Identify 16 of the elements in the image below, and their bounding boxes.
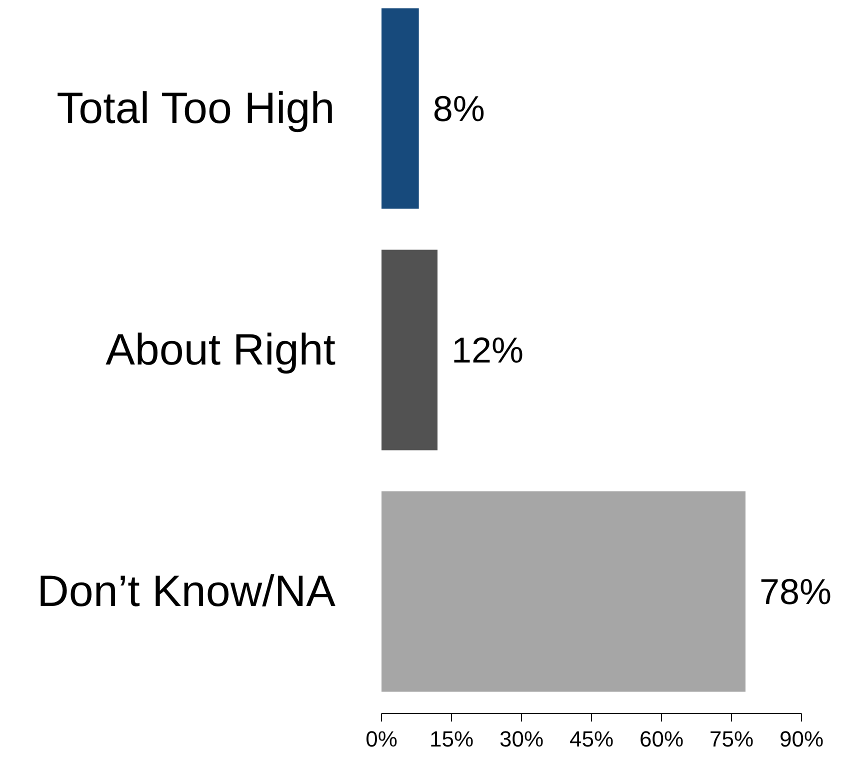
bar bbox=[382, 491, 746, 692]
y-tick-label: About Right bbox=[106, 325, 336, 374]
y-tick-label: Total Too High bbox=[56, 84, 335, 133]
x-tick-label: 45% bbox=[569, 726, 614, 752]
bar bbox=[382, 250, 438, 450]
y-tick-label: Don’t Know/NA bbox=[37, 567, 336, 616]
data-label: 12% bbox=[452, 329, 524, 370]
data-label: 8% bbox=[432, 88, 485, 129]
x-tick-label: 15% bbox=[429, 726, 474, 752]
bar bbox=[382, 8, 419, 209]
x-tick-label: 75% bbox=[709, 726, 754, 752]
x-tick-label: 30% bbox=[499, 726, 544, 752]
data-label: 78% bbox=[760, 571, 832, 612]
x-tick-label: 60% bbox=[639, 726, 684, 752]
x-tick-label: 0% bbox=[366, 726, 398, 752]
x-tick-label: 90% bbox=[779, 726, 824, 752]
